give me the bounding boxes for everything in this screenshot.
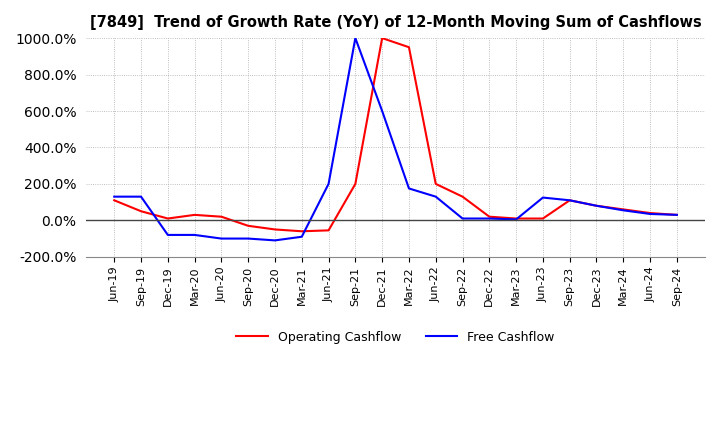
- Operating Cashflow: [163, 216, 172, 221]
- Operating Cashflow: [431, 181, 440, 187]
- Free Cashflow: [351, 36, 360, 41]
- Free Cashflow: [565, 198, 574, 203]
- Operating Cashflow: [137, 209, 145, 214]
- Operating Cashflow: [378, 36, 387, 41]
- Operating Cashflow: [485, 214, 494, 219]
- Free Cashflow: [539, 195, 547, 200]
- Free Cashflow: [405, 186, 413, 191]
- Free Cashflow: [619, 208, 628, 213]
- Operating Cashflow: [565, 198, 574, 203]
- Free Cashflow: [244, 236, 253, 241]
- Title: [7849]  Trend of Growth Rate (YoY) of 12-Month Moving Sum of Cashflows: [7849] Trend of Growth Rate (YoY) of 12-…: [90, 15, 701, 30]
- Line: Free Cashflow: Free Cashflow: [114, 38, 677, 240]
- Operating Cashflow: [539, 216, 547, 221]
- Free Cashflow: [592, 203, 600, 209]
- Line: Operating Cashflow: Operating Cashflow: [114, 38, 677, 231]
- Free Cashflow: [512, 217, 521, 222]
- Free Cashflow: [297, 234, 306, 239]
- Operating Cashflow: [324, 228, 333, 233]
- Free Cashflow: [431, 194, 440, 199]
- Free Cashflow: [324, 181, 333, 187]
- Free Cashflow: [672, 212, 681, 217]
- Operating Cashflow: [110, 198, 119, 203]
- Operating Cashflow: [351, 181, 360, 187]
- Free Cashflow: [217, 236, 225, 241]
- Operating Cashflow: [646, 210, 654, 216]
- Free Cashflow: [110, 194, 119, 199]
- Free Cashflow: [378, 108, 387, 114]
- Operating Cashflow: [458, 194, 467, 199]
- Operating Cashflow: [244, 223, 253, 228]
- Operating Cashflow: [190, 212, 199, 217]
- Operating Cashflow: [512, 216, 521, 221]
- Free Cashflow: [163, 232, 172, 238]
- Operating Cashflow: [217, 214, 225, 219]
- Free Cashflow: [190, 232, 199, 238]
- Free Cashflow: [137, 194, 145, 199]
- Legend: Operating Cashflow, Free Cashflow: Operating Cashflow, Free Cashflow: [231, 326, 559, 349]
- Operating Cashflow: [672, 212, 681, 217]
- Free Cashflow: [646, 211, 654, 216]
- Operating Cashflow: [297, 229, 306, 234]
- Operating Cashflow: [271, 227, 279, 232]
- Free Cashflow: [271, 238, 279, 243]
- Operating Cashflow: [592, 203, 600, 209]
- Operating Cashflow: [619, 207, 628, 212]
- Operating Cashflow: [405, 44, 413, 50]
- Free Cashflow: [458, 216, 467, 221]
- Free Cashflow: [485, 216, 494, 221]
